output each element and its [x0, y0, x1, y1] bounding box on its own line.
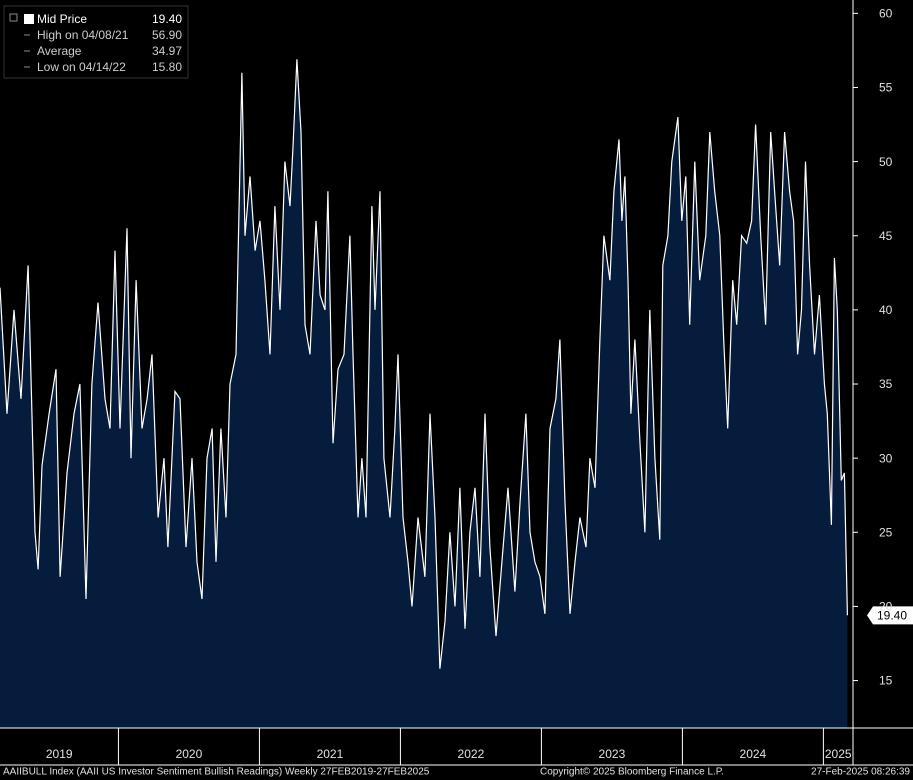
last-value-tag: [867, 606, 913, 625]
legend-swatch: [24, 14, 34, 24]
y-tick-label: 20: [879, 600, 893, 614]
footer-source: AAIIBULL Index (AAII US Investor Sentime…: [3, 767, 430, 778]
legend: Mid Price 19.40 High on 04/08/21 56.90 Avera…: [3, 5, 189, 79]
y-tick-label: 15: [879, 674, 893, 688]
y-tick-label: 50: [879, 155, 893, 169]
last-value-label: 19.40: [877, 608, 907, 622]
y-tick-label: 35: [879, 377, 893, 391]
legend-name: Average: [37, 44, 82, 58]
x-tick-label: 2025: [825, 747, 852, 761]
legend-collapse: [9, 13, 18, 22]
legend-box: [3, 5, 189, 79]
y-tick-label: 25: [879, 525, 893, 539]
legend-value: 19.40: [152, 12, 182, 26]
y-tick-label: 45: [879, 229, 893, 243]
footer-timestamp: 27-Feb-2025 08:26:39: [811, 767, 910, 778]
legend-name: Low on 04/14/22: [37, 60, 126, 74]
legend-value: 15.80: [152, 60, 182, 74]
area: [0, 59, 848, 729]
legend-name: Mid Price: [37, 12, 87, 26]
x-tick-label: 2023: [599, 747, 626, 761]
line: [0, 59, 848, 669]
x-tick-label: 2022: [458, 747, 485, 761]
footer-copyright: Copyright© 2025 Bloomberg Finance L.P.: [540, 767, 724, 778]
legend-value: 56.90: [152, 28, 182, 42]
y-tick-label: 55: [879, 81, 893, 95]
legend-name: High on 04/08/21: [37, 28, 129, 42]
y-tick-label: 40: [879, 303, 893, 317]
x-tick-label: 2021: [317, 747, 344, 761]
y-tick-label: 60: [879, 7, 893, 21]
x-tick-label: 2019: [46, 747, 73, 761]
legend-value: 34.97: [152, 44, 182, 58]
x-tick-label: 2024: [740, 747, 767, 761]
x-tick-label: 2020: [176, 747, 203, 761]
y-tick-label: 30: [879, 451, 893, 465]
